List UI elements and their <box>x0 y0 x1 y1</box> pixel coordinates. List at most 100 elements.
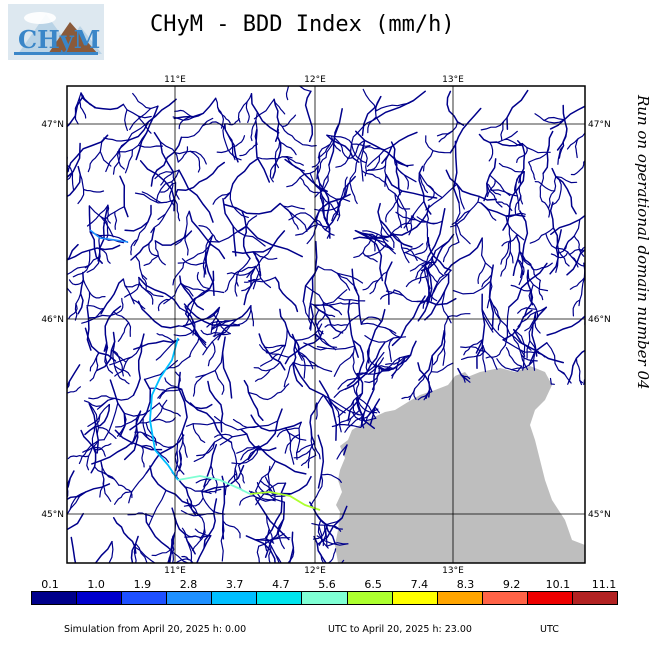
river-segment <box>231 445 260 465</box>
river-segment <box>240 445 260 461</box>
river-segment <box>131 410 142 445</box>
river-segment <box>336 444 348 460</box>
river-segment <box>385 355 406 365</box>
river-segment <box>177 146 189 163</box>
river-segment <box>254 369 271 382</box>
river-segment <box>267 465 274 495</box>
river-segment <box>427 281 438 302</box>
colorbar-label: 5.6 <box>318 578 336 591</box>
river-segment <box>96 331 116 372</box>
colorbar <box>31 591 618 605</box>
river-segment <box>294 341 319 368</box>
river-segment <box>445 169 497 201</box>
river-segment <box>173 150 207 165</box>
river-segment <box>354 229 384 282</box>
river-segment <box>67 244 121 261</box>
river-segment <box>391 295 426 347</box>
river-segment <box>288 212 306 221</box>
river-segment <box>169 535 174 563</box>
river-segment <box>362 230 390 238</box>
river-segment <box>220 520 225 562</box>
river-segment <box>180 282 194 297</box>
river-segment <box>91 426 97 454</box>
colorbar-segment <box>77 592 123 604</box>
river-segment <box>57 607 62 631</box>
river-segment <box>118 121 149 150</box>
river-segment <box>83 399 109 408</box>
river-segment <box>180 117 214 139</box>
page-title: CHyM - BDD Index (mm/h) <box>150 12 455 37</box>
river-segment <box>325 562 328 563</box>
river-segment <box>364 244 387 257</box>
river-segment <box>196 441 216 457</box>
river-segment <box>84 327 117 362</box>
river-segment <box>192 374 207 397</box>
river-segment <box>316 165 330 225</box>
river-segment <box>533 311 541 334</box>
river-segment <box>361 418 365 429</box>
river-segment <box>117 132 148 153</box>
river-segment <box>307 193 351 230</box>
river-segment <box>357 397 378 414</box>
river-segment <box>393 156 414 167</box>
river-segment <box>547 176 557 209</box>
river-segment <box>372 90 426 122</box>
river-segment <box>362 88 377 112</box>
river-segment <box>500 251 511 277</box>
lagoon-area <box>465 368 500 385</box>
river-segment <box>289 562 291 563</box>
river-segment <box>198 225 220 243</box>
river-segment <box>550 251 569 259</box>
river-segment <box>214 416 239 431</box>
river-segment <box>401 247 418 261</box>
river-segment <box>427 355 434 393</box>
river-segment <box>196 534 212 563</box>
river-segment <box>232 230 286 255</box>
river-segment <box>78 97 87 119</box>
river-segment <box>257 445 307 475</box>
river-segment <box>385 290 404 297</box>
river-segment <box>460 374 471 380</box>
river-segment <box>346 340 365 387</box>
river-segment <box>538 279 544 301</box>
river-segment <box>331 417 352 428</box>
river-segment <box>237 464 245 484</box>
river-segment <box>184 270 215 315</box>
river-segment <box>284 330 324 365</box>
river-segment <box>224 276 234 293</box>
river-segment <box>175 371 181 389</box>
colorbar-segment <box>257 592 303 604</box>
river-segment <box>422 150 434 172</box>
river-segment <box>88 395 116 400</box>
river-segment <box>543 116 565 122</box>
river-segment <box>189 150 201 173</box>
river-segment <box>293 442 315 459</box>
utc-text: UTC <box>540 624 559 635</box>
river-segment <box>333 372 368 398</box>
river-segment <box>159 141 179 163</box>
river-segment <box>247 391 276 401</box>
river-segment <box>182 306 221 327</box>
river-segment <box>574 138 579 159</box>
river-segment <box>481 338 487 373</box>
river-segment <box>388 337 394 363</box>
river-segment <box>331 183 349 222</box>
river-segment <box>133 542 137 563</box>
river-segment <box>32 194 54 203</box>
colorbar-label: 3.7 <box>225 578 244 591</box>
map-frame <box>66 85 586 564</box>
river-segment <box>124 204 152 232</box>
river-segment <box>148 387 167 392</box>
domain-label: Run on operational domain number 04 <box>634 95 650 390</box>
river-segment <box>173 197 181 222</box>
river-segment <box>186 498 202 516</box>
river-segment <box>475 293 486 354</box>
river-segment <box>461 350 486 360</box>
river-segment <box>67 380 71 390</box>
river-segment <box>124 149 133 174</box>
river-segment <box>172 558 190 563</box>
river-segment <box>417 391 433 401</box>
river-segment <box>570 161 585 176</box>
river-segment <box>269 162 277 183</box>
river-segment <box>309 474 324 508</box>
